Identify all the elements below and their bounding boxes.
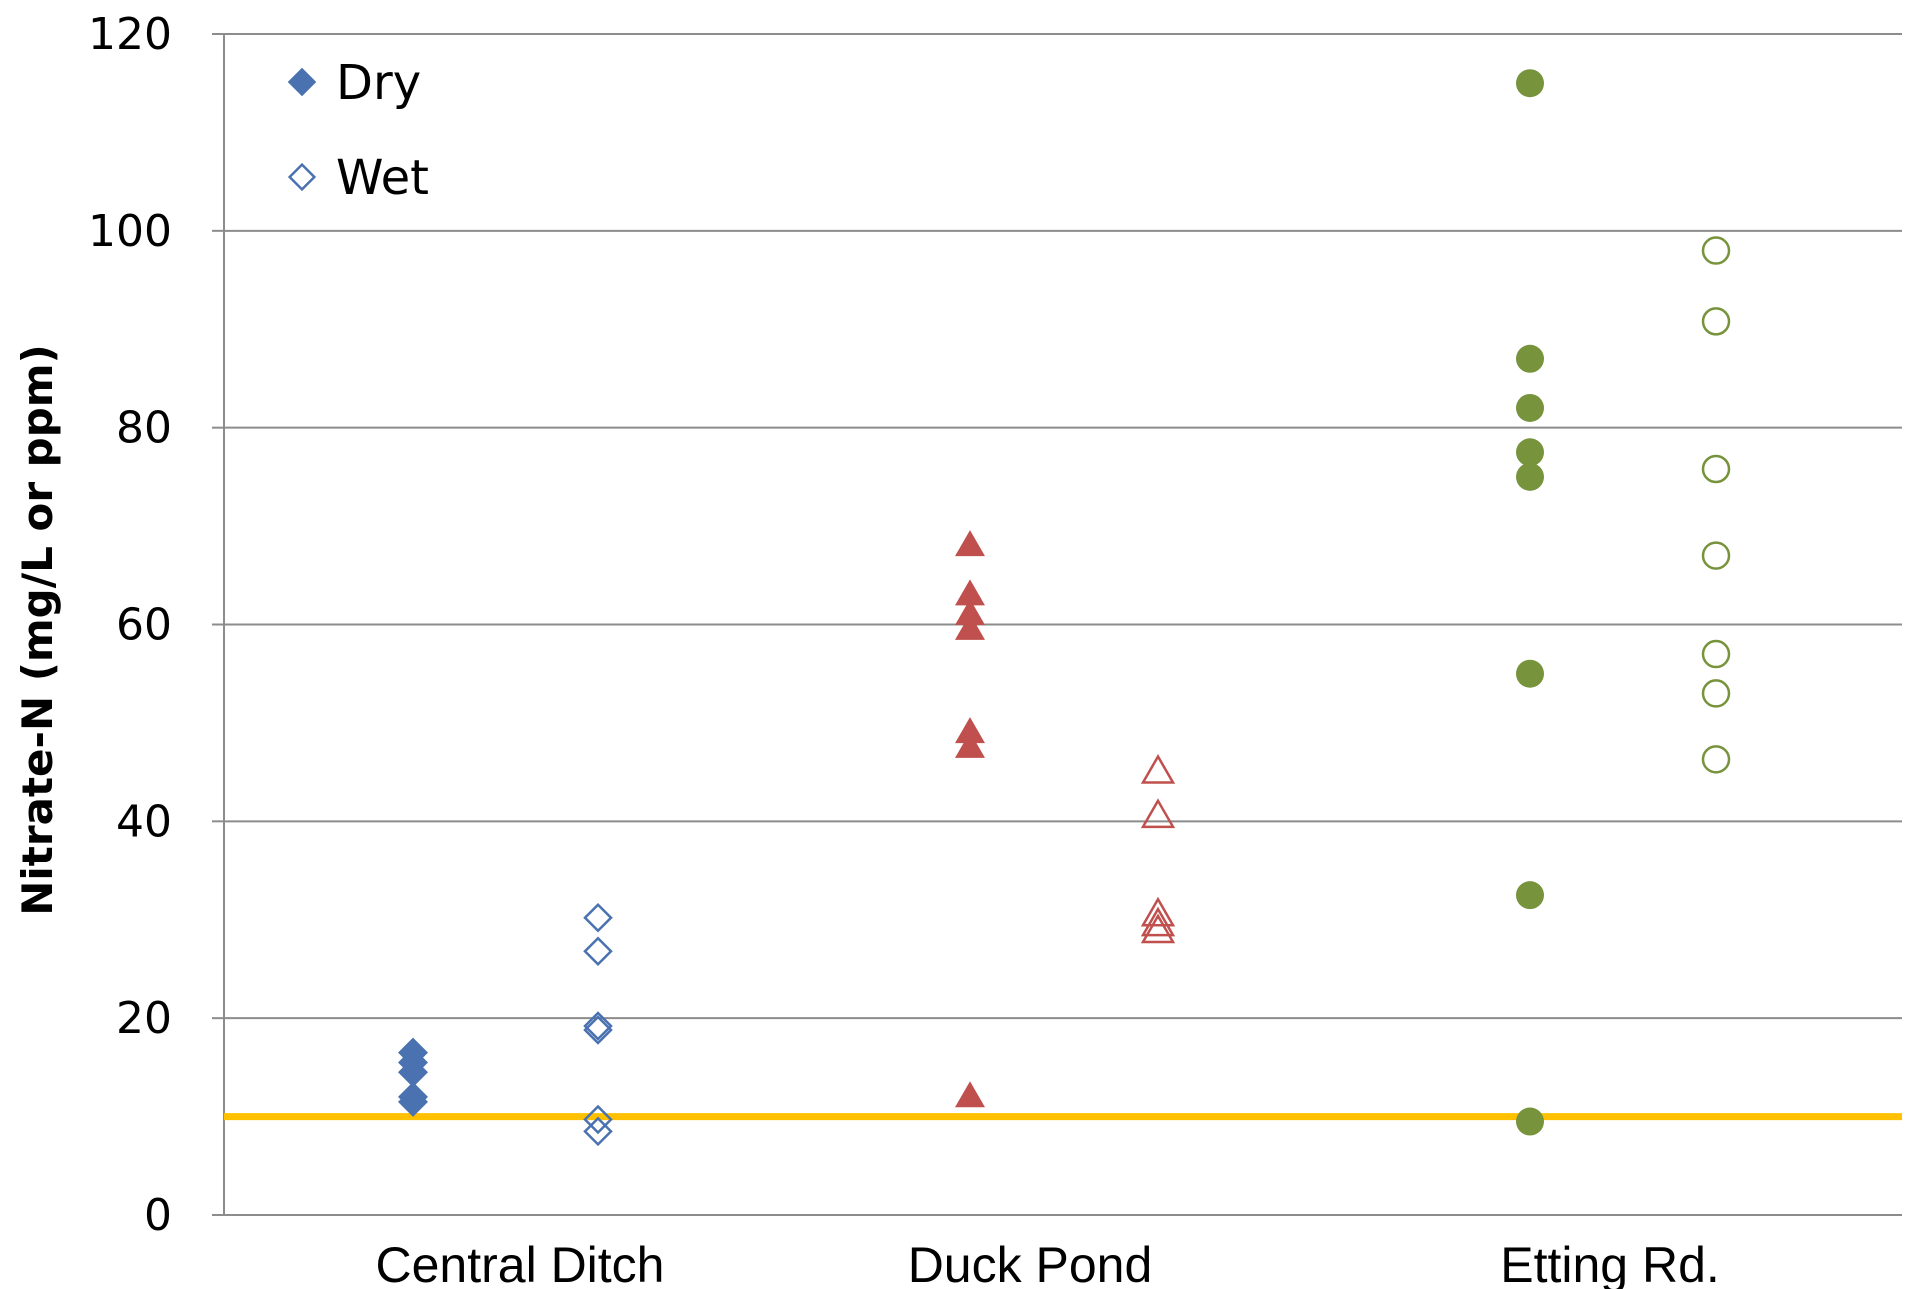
data-point-etting-rd-wet-7	[1701, 745, 1731, 774]
data-point-etting-rd-dry-6	[1516, 659, 1544, 688]
gridlines	[224, 33, 1902, 1020]
data-point-central-ditch-wet-2	[583, 936, 613, 967]
data-point-etting-rd-wet-5	[1701, 639, 1731, 669]
legend: Dry Wet	[287, 55, 429, 206]
data-point-etting-rd-wet-2	[1701, 307, 1731, 336]
data-point-central-ditch-dry-5	[398, 1086, 428, 1117]
axes	[212, 33, 1902, 1216]
data-point-central-ditch-wet-6	[583, 1116, 613, 1147]
legend-label-dry: Dry	[336, 55, 421, 111]
data-point-etting-rd-dry-3	[1516, 393, 1544, 422]
data-point-duck-pond-wet-2	[1140, 798, 1176, 829]
data-point-central-ditch-wet-4	[583, 1015, 613, 1045]
data-point-duck-pond-wet-5	[1140, 913, 1176, 944]
y-tick-label-80: 80	[116, 403, 172, 454]
data-point-central-ditch-wet-1	[583, 903, 613, 933]
data-point-etting-rd-wet-6	[1701, 679, 1731, 708]
y-tick-label-20: 20	[116, 993, 172, 1044]
y-tick-label-40: 40	[116, 796, 172, 847]
data-point-etting-rd-wet-3	[1701, 454, 1731, 484]
category-label-etting-rd: Etting Rd.	[1500, 1237, 1720, 1289]
y-tick-label-120: 120	[88, 9, 172, 60]
data-point-duck-pond-dry-4	[955, 613, 985, 640]
category-label-central-ditch: Central Ditch	[376, 1237, 665, 1289]
data-point-central-ditch-dry-3	[398, 1057, 428, 1088]
data-point-duck-pond-dry-1	[955, 530, 985, 557]
data-points	[398, 69, 1731, 1147]
data-point-etting-rd-dry-2	[1516, 344, 1544, 373]
data-point-duck-pond-dry-6	[955, 731, 985, 758]
y-tick-label-60: 60	[116, 600, 172, 651]
legend-marker-wet	[287, 162, 317, 192]
data-point-duck-pond-dry-5	[955, 717, 985, 744]
y-tick-label-0: 0	[144, 1190, 172, 1241]
data-point-etting-rd-wet-1	[1701, 236, 1731, 265]
data-point-duck-pond-wet-4	[1140, 906, 1176, 937]
data-point-duck-pond-wet-1	[1140, 754, 1176, 784]
data-point-duck-pond-dry-3	[955, 599, 985, 626]
category-label-duck-pond: Duck Pond	[908, 1237, 1153, 1289]
category-labels: Central Ditch Duck Pond Etting Rd.	[376, 1237, 1720, 1289]
data-point-etting-rd-dry-1	[1516, 69, 1544, 98]
y-axis-label: Nitrate-N (mg/L or ppm)	[13, 344, 62, 915]
data-point-etting-rd-dry-8	[1516, 1107, 1544, 1136]
data-point-duck-pond-wet-3	[1140, 896, 1176, 927]
legend-marker-dry	[287, 67, 317, 97]
data-point-etting-rd-wet-4	[1701, 541, 1731, 570]
y-tick-label-100: 100	[88, 206, 172, 257]
data-point-etting-rd-dry-5	[1516, 462, 1544, 491]
y-tick-labels: 0 20 40 60 80 100 120	[88, 9, 172, 1241]
data-point-etting-rd-dry-7	[1516, 881, 1544, 910]
data-point-central-ditch-wet-3	[583, 1011, 613, 1041]
data-point-duck-pond-dry-2	[955, 579, 985, 606]
data-point-central-ditch-wet-5	[583, 1104, 613, 1135]
legend-label-wet: Wet	[336, 150, 429, 206]
data-point-duck-pond-dry-7	[955, 1081, 985, 1108]
data-point-etting-rd-dry-4	[1516, 438, 1544, 467]
